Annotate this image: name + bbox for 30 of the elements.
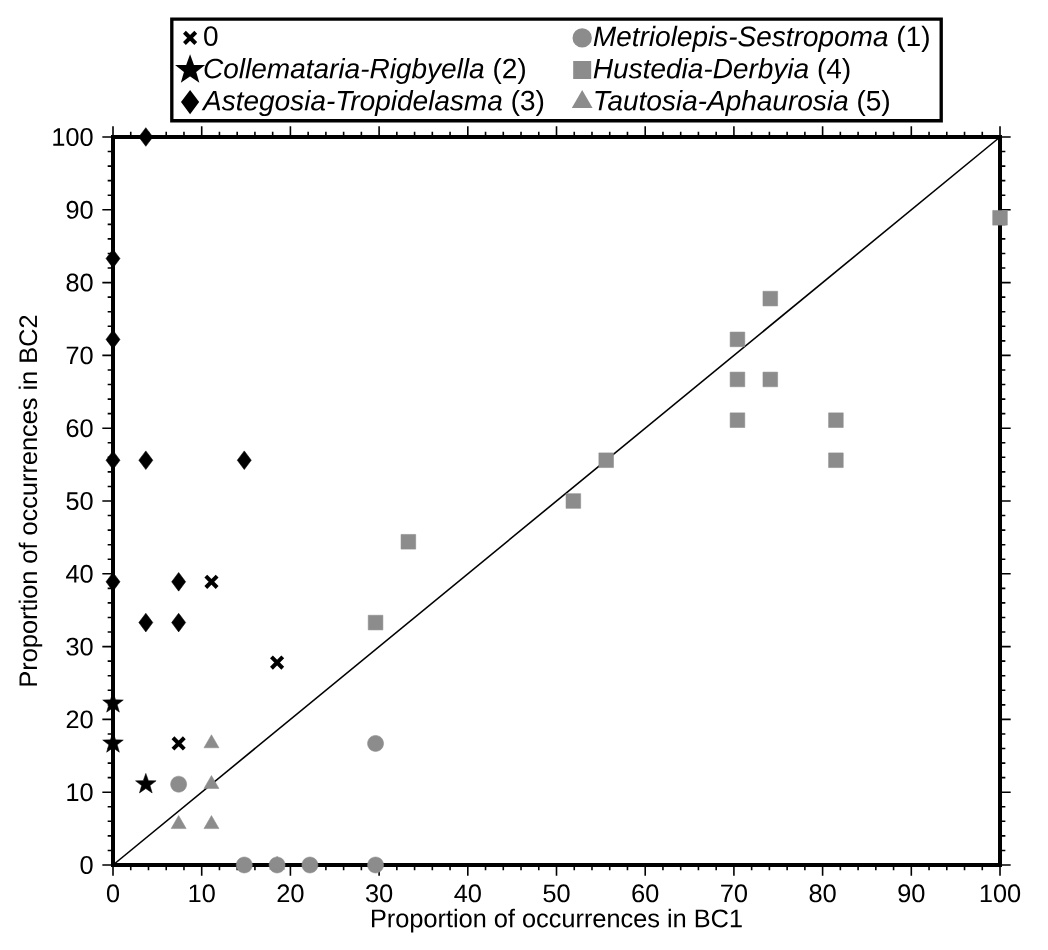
x-tick-label: 90: [898, 884, 925, 903]
y-tick-label: 30: [66, 637, 93, 656]
y-tick-label: 80: [66, 273, 93, 292]
x-tick-label: 60: [632, 884, 659, 903]
y-tick-label: 0: [80, 856, 93, 874]
legend-label: Hustedia-Derbyia (4): [593, 57, 850, 85]
legend-label: 0: [204, 26, 218, 47]
x-tick-label: 20: [277, 884, 304, 903]
legend-label: Collemataria-Rigbyella (2): [204, 57, 525, 85]
x-tick-label: 10: [189, 884, 215, 903]
y-tick-label: 60: [66, 419, 93, 438]
legend-label: Metriolepis-Sestropoma (1): [593, 25, 929, 52]
x-axis-title: Proportion of occurrences in BC1: [372, 908, 742, 933]
y-tick-label: 40: [66, 564, 93, 583]
y-tick-label: 20: [66, 710, 93, 729]
x-tick-label: 70: [721, 884, 747, 903]
legend-label: Tautosia-Aphaurosia (5): [595, 90, 889, 117]
x-tick-label: 50: [543, 884, 570, 903]
y-axis-title: Proportion of occurrences in BC2: [18, 315, 43, 686]
y-tick-label: 50: [66, 492, 93, 510]
x-tick-label: 40: [454, 884, 481, 903]
x-tick-label: 30: [365, 884, 393, 903]
y-tick-label: 100: [53, 128, 93, 146]
y-tick-label: 90: [66, 200, 93, 219]
x-tick-label: 100: [980, 884, 1021, 903]
y-tick-label: 10: [67, 783, 93, 802]
x-tick-label: 80: [809, 884, 836, 903]
legend-label: Astegosia-Tropidelasma (3): [201, 90, 544, 117]
x-tick-label: 0: [106, 884, 120, 903]
y-tick-label: 70: [66, 346, 93, 365]
